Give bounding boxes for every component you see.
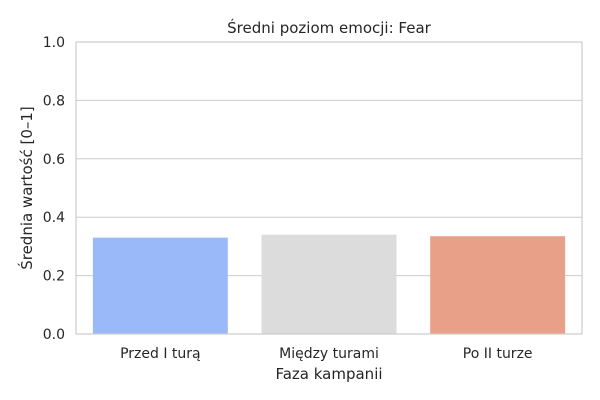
- y-tick-label: 0.2: [43, 269, 65, 285]
- plot-frame: [75, 41, 583, 335]
- bars: [92, 234, 566, 334]
- x-tick-label: Po II turze: [463, 346, 533, 362]
- bar: [430, 236, 566, 334]
- y-tick-label: 0.4: [43, 210, 65, 226]
- x-tick-label: Przed I turą: [120, 346, 201, 362]
- y-axis-label: Średnia wartość [0–1]: [17, 106, 36, 270]
- y-tick-labels: 0.0 0.2 0.4 0.6 0.8 1.0: [43, 35, 65, 343]
- y-tick-label: 0.6: [43, 152, 65, 168]
- y-tick-label: 1.0: [43, 35, 65, 51]
- bar: [92, 237, 228, 334]
- x-tick-label: Między turami: [279, 346, 379, 362]
- y-tick-label: 0.8: [43, 93, 65, 109]
- chart-title: Średni poziom emocji: Fear: [227, 18, 431, 37]
- x-axis-label: Faza kampanii: [275, 365, 382, 383]
- y-tick-label: 0.0: [43, 327, 65, 343]
- x-tick-labels: Przed I turą Między turami Po II turze: [120, 346, 532, 362]
- bar: [261, 234, 397, 334]
